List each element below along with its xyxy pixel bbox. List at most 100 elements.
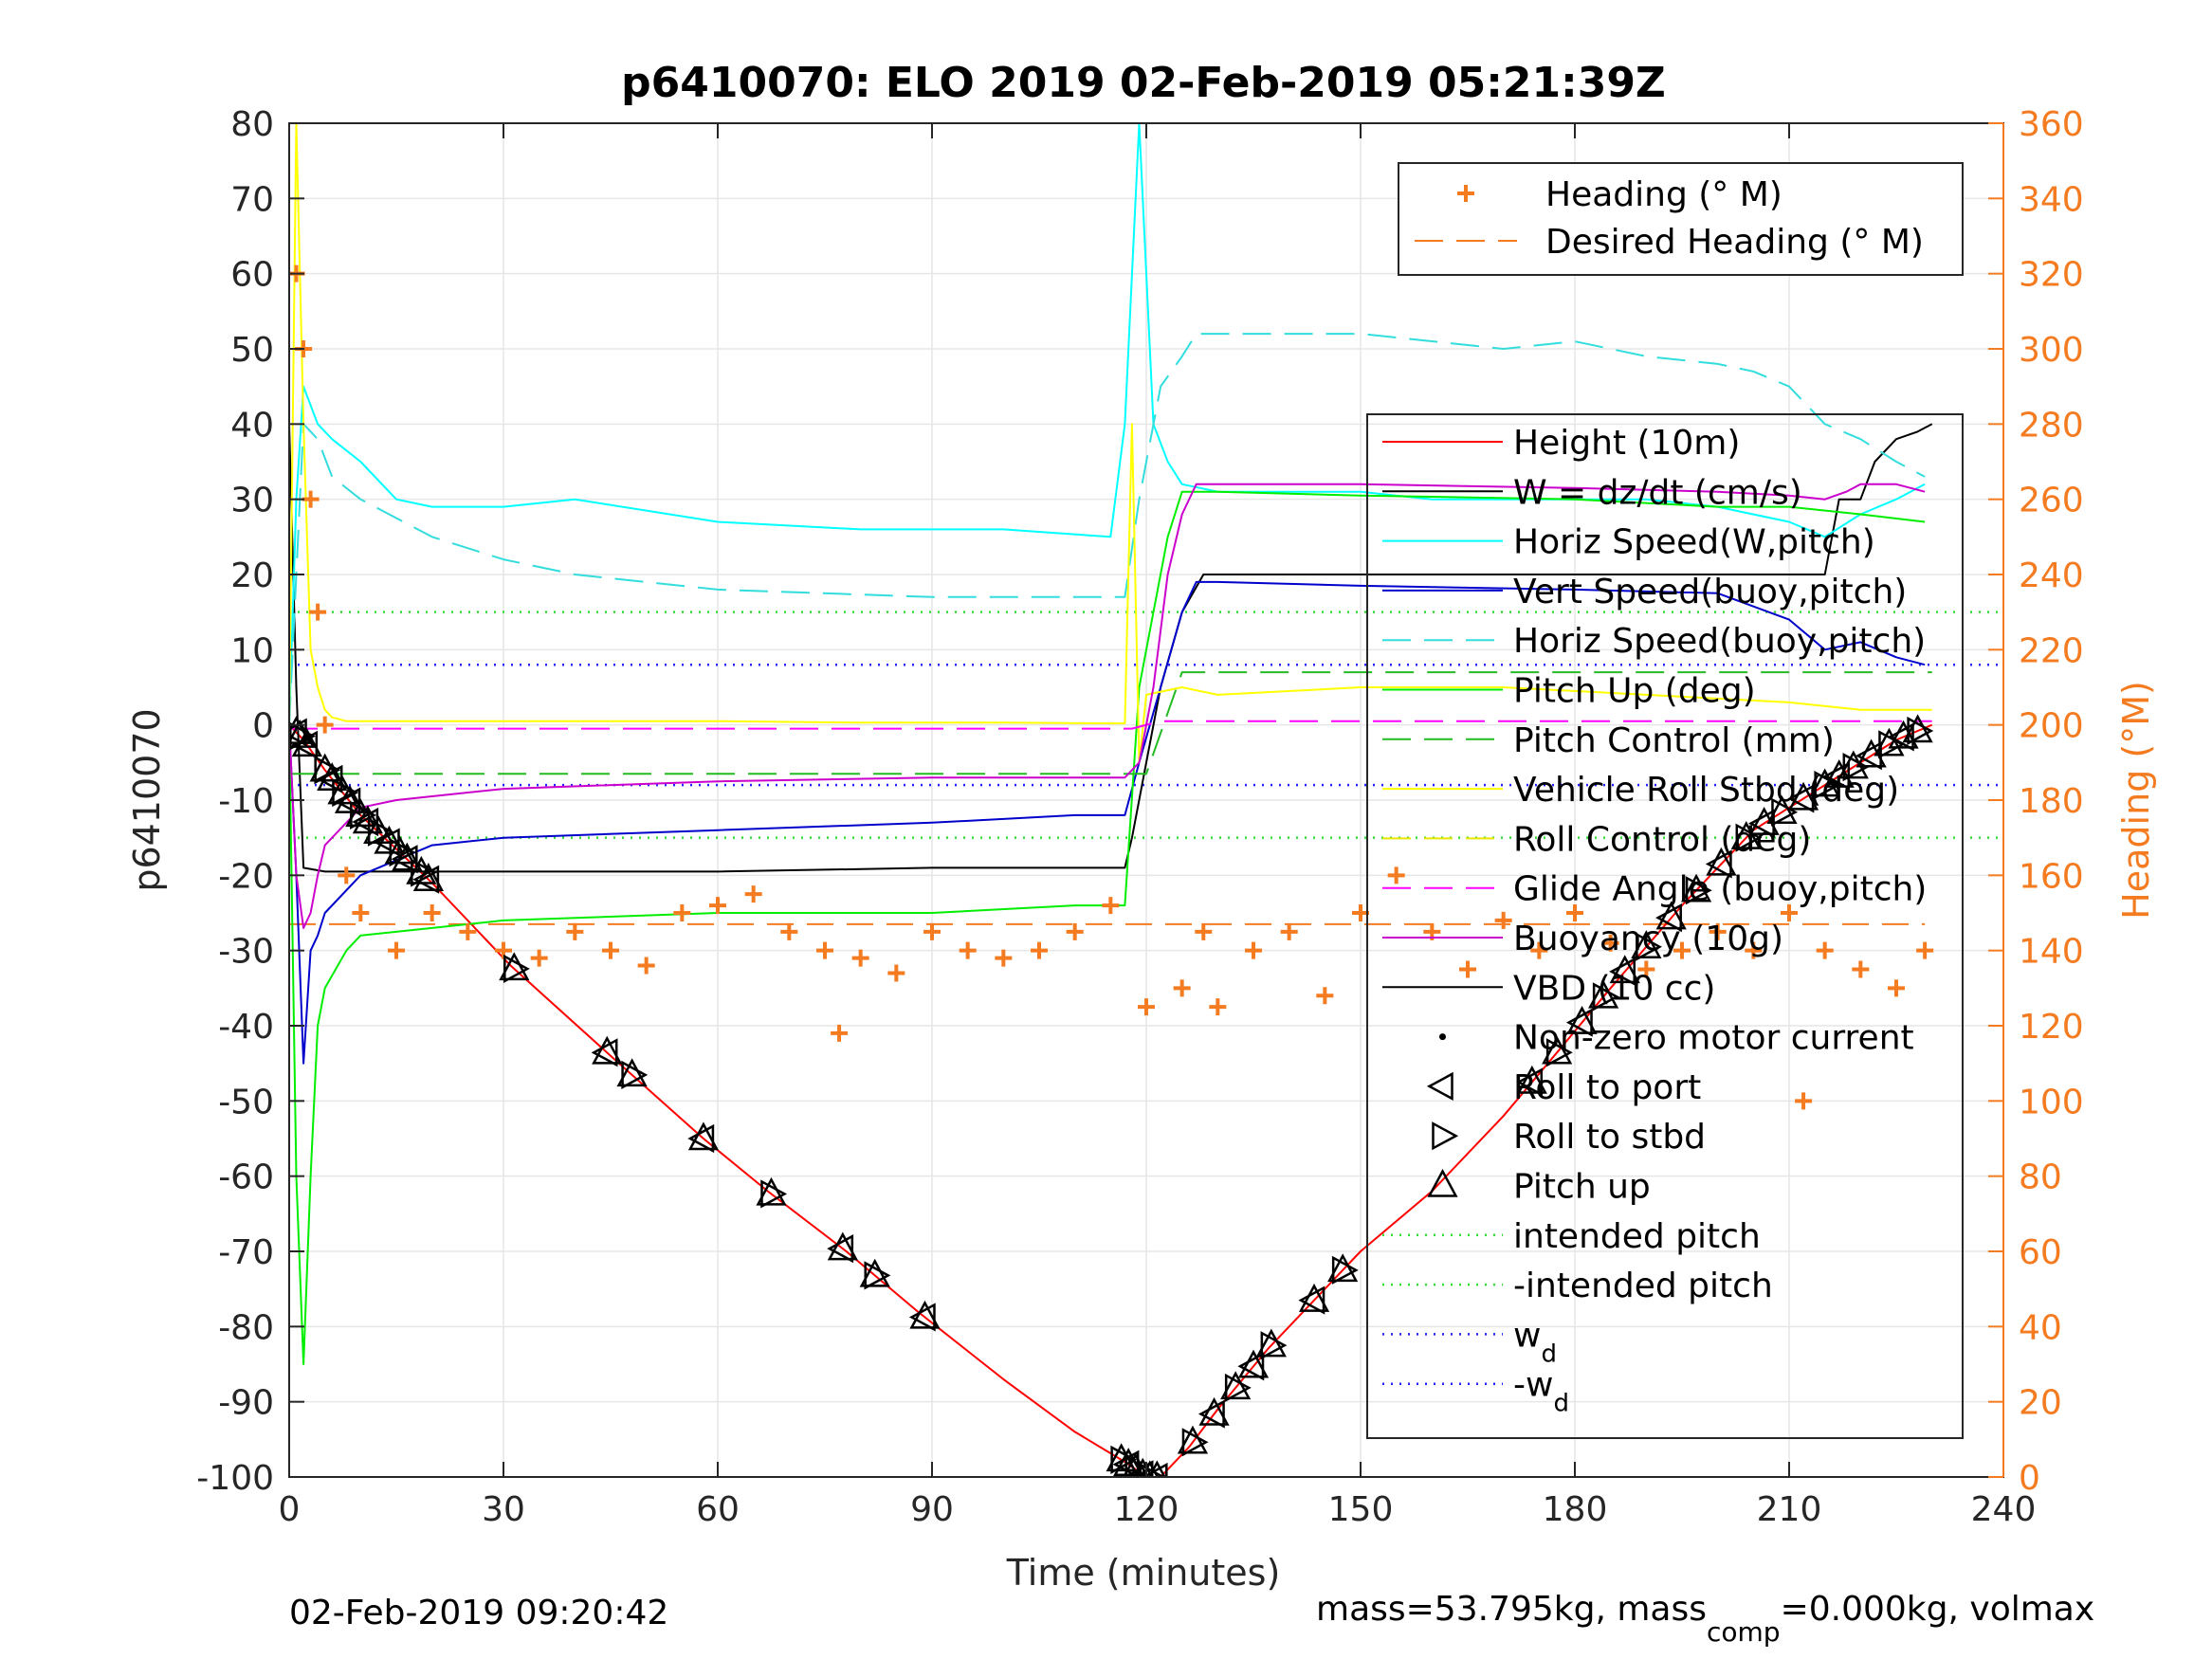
x-tick-label: 90 bbox=[910, 1490, 954, 1529]
y-tick-label: -60 bbox=[218, 1158, 274, 1197]
heading-markers bbox=[289, 264, 1934, 1110]
heading-point bbox=[352, 904, 370, 921]
heading-point bbox=[1494, 911, 1512, 929]
legend-main-label-sub: d bbox=[1553, 1390, 1569, 1418]
heading-point bbox=[923, 922, 941, 940]
legend-main-label: Vehicle Roll Stbd (deg) bbox=[1513, 771, 1899, 810]
legend-main-item-sample bbox=[1439, 1033, 1446, 1041]
pitch-up-marker bbox=[1631, 930, 1662, 958]
heading-point bbox=[709, 897, 726, 915]
x-tick-label: 240 bbox=[1971, 1490, 2037, 1529]
heading-point bbox=[1673, 941, 1691, 959]
roll-to-stbd-marker bbox=[1124, 1454, 1152, 1477]
x-tick-label: 120 bbox=[1114, 1490, 1179, 1529]
legend-main-label: W = dz/dt (cm/s) bbox=[1513, 473, 1802, 512]
y-tick-label: 20 bbox=[230, 556, 274, 595]
heading-point bbox=[309, 603, 327, 621]
legend-heading-label: Heading (° M) bbox=[1545, 175, 1782, 214]
y2-tick-label: 100 bbox=[2019, 1083, 2084, 1121]
pitch-up-marker bbox=[1823, 758, 1855, 788]
legend-main-label: Non-zero motor current bbox=[1513, 1019, 1914, 1058]
footer-mass-suffix: =0.000kg, volmax bbox=[1781, 1590, 2095, 1629]
roll-to-port-marker bbox=[1787, 784, 1815, 813]
x-axis-title: Time (minutes) bbox=[1006, 1552, 1281, 1594]
pitch-up-marker bbox=[687, 1121, 720, 1151]
roll-to-stbd-marker bbox=[411, 858, 437, 887]
roll-to-port-marker bbox=[291, 730, 319, 759]
pitch-up-marker bbox=[1141, 1460, 1160, 1477]
y2-tick-label: 280 bbox=[2019, 406, 2084, 445]
roll-to-stbd-marker bbox=[1636, 932, 1662, 961]
pitch-up-marker bbox=[1609, 955, 1640, 984]
legend-main-label: Pitch up bbox=[1513, 1168, 1651, 1207]
pitch-up-marker bbox=[1902, 714, 1933, 743]
y2-tick-label: 340 bbox=[2019, 180, 2084, 219]
roll-to-stbd-marker bbox=[503, 954, 530, 984]
roll-to-stbd-marker bbox=[1110, 1445, 1138, 1474]
roll-to-stbd-marker bbox=[1735, 823, 1763, 852]
roll-to-port-marker bbox=[1197, 1399, 1225, 1429]
roll-to-stbd-marker bbox=[1331, 1255, 1359, 1285]
legend-heading-box bbox=[1398, 162, 1964, 276]
legend-main-label: Vert Speed(buoy,pitch) bbox=[1513, 573, 1907, 611]
chart-title: p6410070: ELO 2019 02-Feb-2019 05:21:39Z bbox=[621, 59, 1666, 107]
series-buoyancy-10g bbox=[289, 483, 1926, 929]
heading-point bbox=[1566, 904, 1583, 921]
legend-main-label: Height (10m) bbox=[1513, 424, 1740, 463]
x-tick-label: 0 bbox=[279, 1490, 301, 1529]
y2-tick-label: 200 bbox=[2019, 707, 2084, 746]
roll-to-port-marker bbox=[1887, 722, 1914, 752]
axes: 0 30 60 90 120 150 180 210 240-100-90-80-70-60-5… bbox=[196, 105, 2083, 1529]
pitch-up-marker bbox=[289, 719, 316, 748]
pitch-up-marker bbox=[1327, 1253, 1359, 1283]
heading-point bbox=[1916, 941, 1934, 959]
heading-point bbox=[1637, 960, 1655, 978]
heading-point bbox=[780, 922, 798, 940]
pitch-up-marker bbox=[1874, 727, 1905, 757]
legend-main-label: intended pitch bbox=[1513, 1217, 1761, 1256]
y-tick-label: -50 bbox=[218, 1083, 274, 1121]
y2-tick-label: 320 bbox=[2019, 256, 2084, 295]
y-tick-label: 30 bbox=[230, 482, 274, 520]
roll-to-stbd-marker bbox=[1842, 752, 1870, 782]
y2-tick-label: 240 bbox=[2019, 556, 2084, 595]
y2-tick-label: 360 bbox=[2019, 105, 2084, 144]
motor-event-markers bbox=[289, 714, 1934, 1477]
legend-main-label: Pitch Up (deg) bbox=[1513, 672, 1756, 711]
roll-to-stbd-marker bbox=[1907, 716, 1934, 746]
heading-point bbox=[1888, 979, 1905, 997]
heading-point bbox=[530, 949, 548, 967]
roll-to-stbd-marker bbox=[1814, 771, 1841, 800]
y-tick-label: -10 bbox=[218, 782, 274, 821]
pitch-up-marker bbox=[1566, 1005, 1598, 1034]
legend-main: Height (10m) W = dz/dt (cm/s) Horiz Speed(… bbox=[1366, 413, 1964, 1439]
roll-to-port-marker bbox=[1565, 1008, 1593, 1037]
pitch-up-marker bbox=[1809, 768, 1840, 797]
y-tick-label: 10 bbox=[230, 631, 274, 670]
pitch-up-marker bbox=[1198, 1396, 1230, 1426]
heading-point bbox=[995, 949, 1013, 967]
roll-to-port-marker bbox=[1237, 1352, 1265, 1381]
footer-mass: mass=53.795kg, masscomp=0.000kg, volmax bbox=[1316, 1590, 2094, 1648]
legend-main-label: Roll to port bbox=[1513, 1068, 1701, 1107]
y2-tick-label: 160 bbox=[2019, 857, 2084, 896]
roll-to-stbd-marker bbox=[1224, 1373, 1252, 1403]
roll-to-stbd-marker bbox=[1592, 982, 1619, 1012]
x-tick-label: 210 bbox=[1757, 1490, 1822, 1529]
pitch-up-marker bbox=[291, 728, 322, 757]
y-tick-label: 60 bbox=[230, 256, 274, 295]
roll-to-stbd-marker bbox=[389, 838, 416, 867]
y2-tick-label: 180 bbox=[2019, 782, 2084, 821]
pitch-up-marker bbox=[1255, 1328, 1287, 1358]
y-tick-label: -70 bbox=[218, 1233, 274, 1272]
y-tick-label: 70 bbox=[230, 180, 274, 219]
pitch-up-marker bbox=[1730, 821, 1762, 849]
heading-point bbox=[673, 904, 691, 921]
pitch-up-marker bbox=[1680, 873, 1712, 902]
heading-point bbox=[1138, 998, 1155, 1016]
legend-main-label: Glide Angle (buoy,pitch) bbox=[1513, 870, 1927, 909]
heading-point bbox=[851, 949, 869, 967]
pitch-up-marker bbox=[592, 1035, 623, 1065]
heading-point bbox=[1195, 922, 1213, 940]
